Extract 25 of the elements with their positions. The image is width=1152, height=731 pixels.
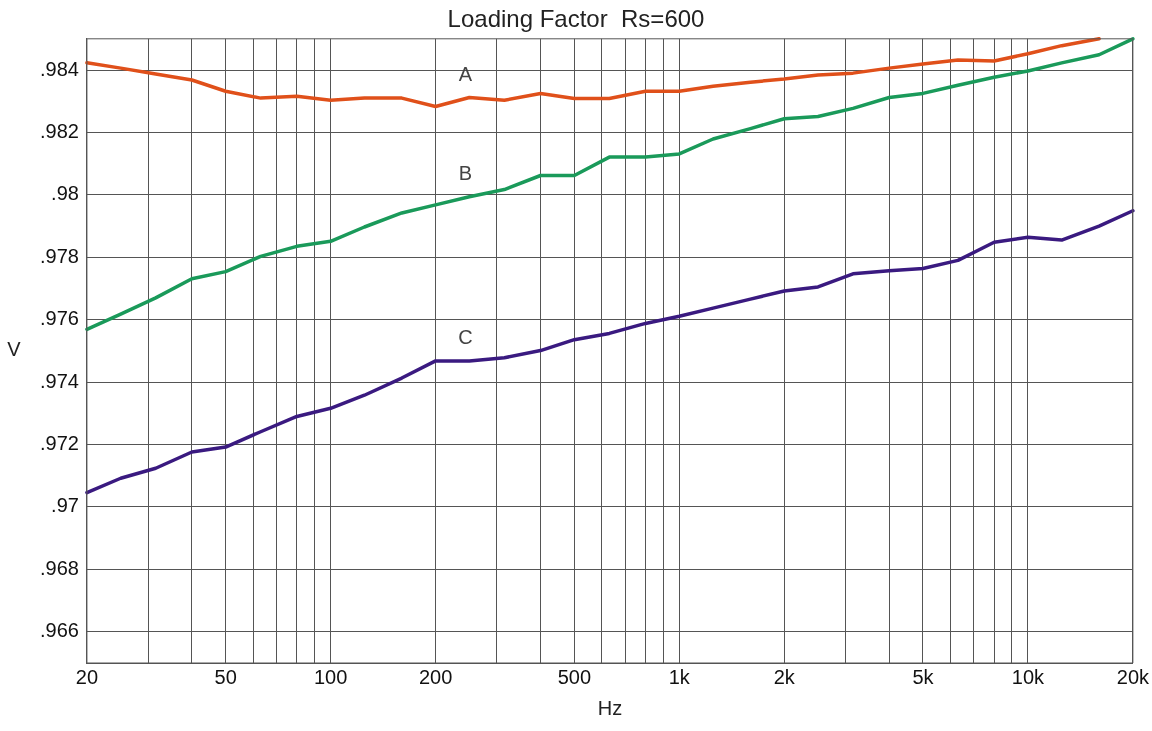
x-tick-label: 100 [313, 665, 348, 688]
x-tick-label: 200 [418, 665, 453, 688]
y-axis-title: V [7, 338, 22, 361]
x-tick-label: 5k [912, 665, 935, 688]
x-tick-label: 50 [214, 665, 237, 688]
series-label: B [458, 162, 473, 185]
x-axis-title: Hz [597, 696, 623, 719]
y-tick-label: .982 [39, 119, 79, 142]
y-tick-label: .968 [39, 556, 79, 579]
y-tick-label: .978 [39, 244, 79, 267]
y-tick-label: .97 [51, 494, 79, 517]
y-tick-label: .98 [51, 182, 79, 205]
x-tick-label: 1k [668, 665, 691, 688]
x-tick-label: 20 [75, 665, 99, 688]
x-tick-label: 500 [557, 665, 592, 688]
y-tick-label: .972 [39, 432, 79, 455]
chart-title: Loading Factor Rs=600 [447, 5, 705, 33]
y-tick-label: .974 [39, 369, 79, 392]
y-tick-label: .966 [39, 619, 79, 642]
y-tick-label: .984 [39, 57, 79, 80]
x-tick-label: 10k [1011, 665, 1046, 688]
x-tick-label: 20k [1116, 665, 1150, 688]
y-tick-label: .976 [39, 307, 79, 330]
x-tick-label: 2k [773, 665, 796, 688]
series-label: C [458, 326, 473, 349]
